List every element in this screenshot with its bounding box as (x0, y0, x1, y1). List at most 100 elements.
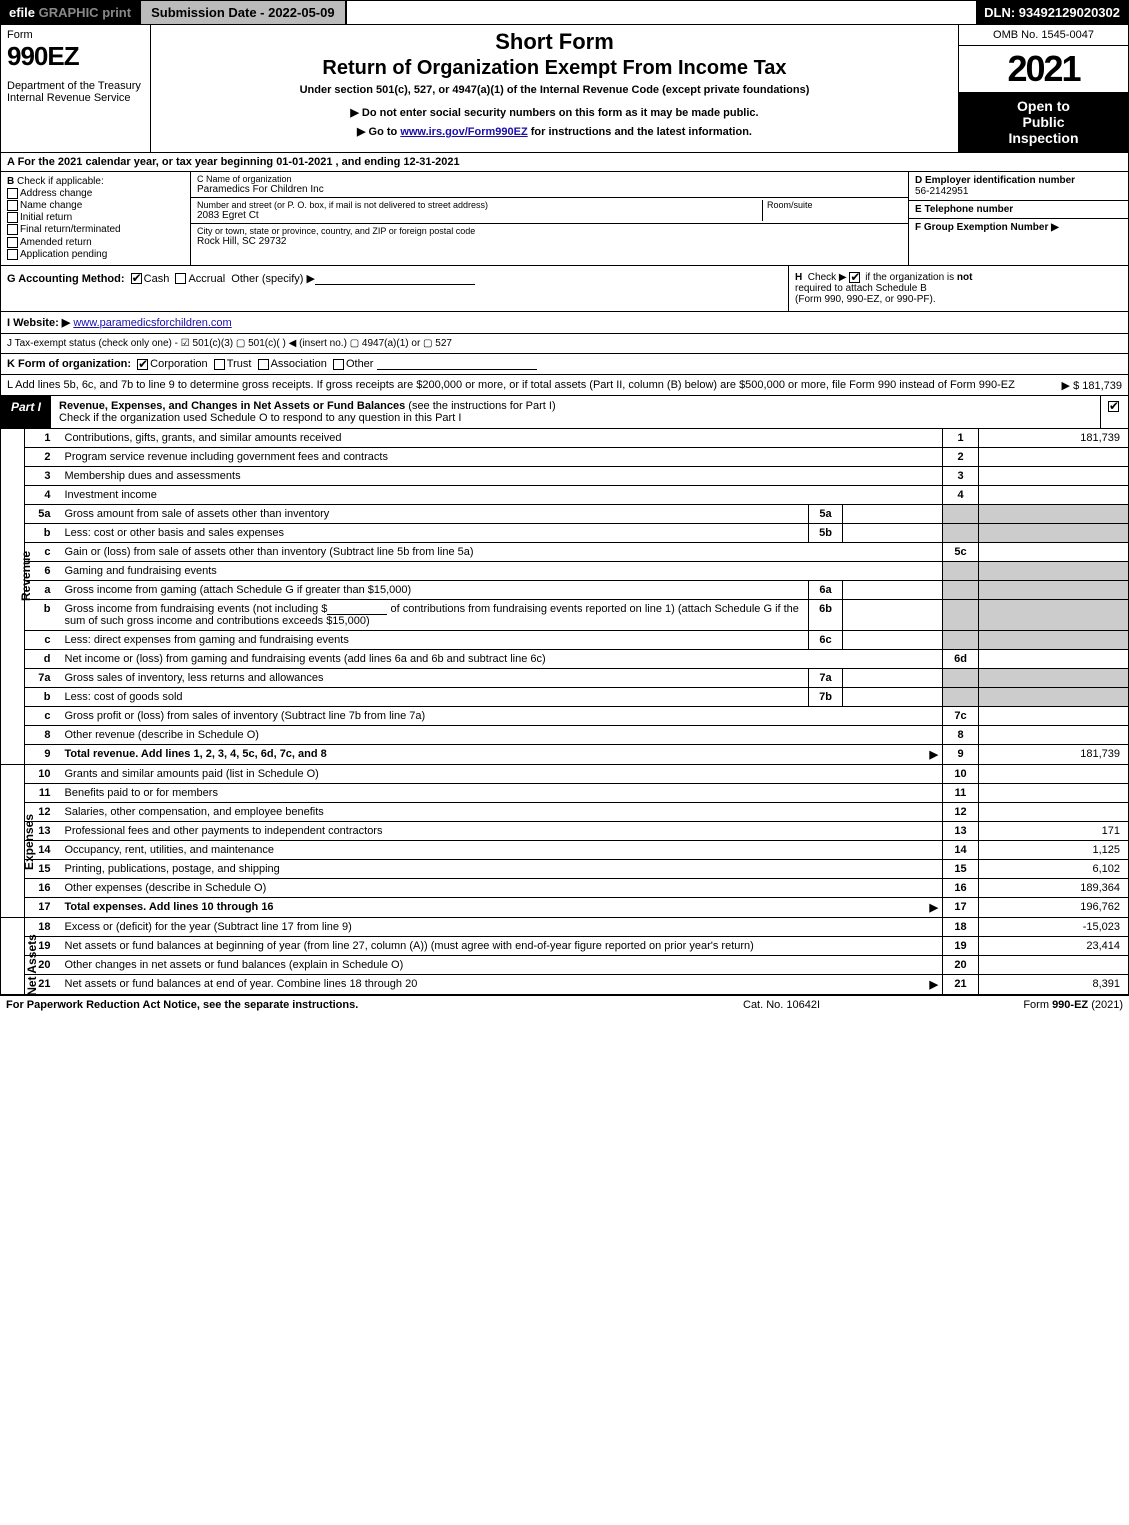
i-label: I Website: ▶ (7, 317, 70, 329)
revenue-section: Revenue 1Contributions, gifts, grants, a… (0, 429, 1129, 765)
other-specify-input[interactable] (315, 273, 475, 285)
dln: DLN: 93492129020302 (976, 1, 1128, 24)
row-a-tax-year: A For the 2021 calendar year, or tax yea… (0, 153, 1129, 172)
department: Department of the Treasury Internal Reve… (7, 80, 144, 104)
line-7b: bLess: cost of goods sold7b (25, 687, 1129, 706)
f-arrow: ▶ (1051, 222, 1059, 233)
chk-corp[interactable] (137, 359, 148, 370)
revenue-label: Revenue (0, 429, 24, 765)
h-not: not (957, 272, 973, 283)
expenses-table: 10Grants and similar amounts paid (list … (24, 765, 1129, 918)
c-label: C Name of organization (197, 174, 902, 184)
open-3: Inspection (1008, 130, 1078, 146)
col-c-org-info: C Name of organization Paramedics For Ch… (191, 172, 908, 265)
city-label: City or town, state or province, country… (197, 226, 902, 236)
website-row: I Website: ▶ www.paramedicsforchildren.c… (0, 312, 1129, 334)
topbar: efile GRAPHIC print Submission Date - 20… (0, 0, 1129, 25)
arrow-icon: ▶ (930, 901, 938, 914)
efile-text: efile (9, 5, 39, 20)
identity-block: B Check if applicable: Address change Na… (0, 172, 1129, 266)
net-assets-label: Net Assets (0, 918, 24, 995)
line-15: 15Printing, publications, postage, and s… (25, 859, 1129, 878)
header-center: Short Form Return of Organization Exempt… (151, 25, 958, 152)
phone-cell: E Telephone number (909, 201, 1128, 219)
line-1: 1Contributions, gifts, grants, and simil… (25, 429, 1129, 448)
chk-h[interactable] (849, 272, 860, 283)
l-text: L Add lines 5b, 6c, and 7b to line 9 to … (7, 379, 1015, 391)
open-to-public: Open to Public Inspection (959, 92, 1128, 152)
b-label: B (7, 176, 14, 187)
org-name: Paramedics For Children Inc (197, 184, 902, 195)
page-footer: For Paperwork Reduction Act Notice, see … (0, 995, 1129, 1014)
chk-cash[interactable] (131, 273, 142, 284)
chk-initial-return[interactable]: Initial return (7, 212, 184, 223)
line-19: 19Net assets or fund balances at beginni… (25, 936, 1129, 955)
part1-title: Revenue, Expenses, and Changes in Net As… (51, 396, 1100, 428)
form-number: 990EZ (7, 41, 144, 72)
line-9: 9Total revenue. Add lines 1, 2, 3, 4, 5c… (25, 744, 1129, 764)
open-1: Open to (1017, 98, 1070, 114)
chk-name-change[interactable]: Name change (7, 200, 184, 211)
d-label: D Employer identification number (915, 175, 1122, 186)
arrow-icon: ▶ (930, 748, 938, 761)
chk-other-org[interactable] (333, 359, 344, 370)
net-assets-table: 18Excess or (deficit) for the year (Subt… (24, 918, 1129, 995)
gh-row: G Accounting Method: Cash Accrual Other … (0, 266, 1129, 312)
open-2: Public (1022, 114, 1064, 130)
chk-trust[interactable] (214, 359, 225, 370)
efile-badge[interactable]: efile GRAPHIC print (1, 1, 139, 24)
h-text2: if the organization is (865, 272, 954, 283)
city-cell: City or town, state or province, country… (191, 224, 908, 249)
col-def: D Employer identification number 56-2142… (908, 172, 1128, 265)
e-label: E Telephone number (915, 204, 1122, 215)
tax-year: 2021 (959, 46, 1128, 92)
line-5b: bLess: cost or other basis and sales exp… (25, 523, 1129, 542)
group-exemption-cell: F Group Exemption Number ▶ (909, 219, 1128, 236)
form-of-org-row: K Form of organization: Corporation Trus… (0, 354, 1129, 375)
street-address: 2083 Egret Ct (197, 210, 762, 221)
g-label: G Accounting Method: (7, 273, 125, 285)
line-14: 14Occupancy, rent, utilities, and mainte… (25, 840, 1129, 859)
line-6b-amount-input[interactable] (327, 603, 387, 615)
chk-final-return[interactable]: Final return/terminated (7, 224, 184, 235)
net-assets-section: Net Assets 18Excess or (deficit) for the… (0, 918, 1129, 995)
ssn-note: ▶ Do not enter social security numbers o… (157, 106, 952, 119)
topbar-spacer (347, 1, 977, 24)
line-6c: cLess: direct expenses from gaming and f… (25, 630, 1129, 649)
arrow-icon: ▶ (930, 978, 938, 991)
line-4: 4Investment income4 (25, 485, 1129, 504)
line-13: 13Professional fees and other payments t… (25, 821, 1129, 840)
line-12: 12Salaries, other compensation, and empl… (25, 802, 1129, 821)
line-6d: dNet income or (loss) from gaming and fu… (25, 649, 1129, 668)
chk-assoc[interactable] (258, 359, 269, 370)
accounting-method: G Accounting Method: Cash Accrual Other … (1, 266, 788, 311)
part1-schedule-o-check[interactable] (1100, 396, 1128, 428)
short-form: Short Form (157, 29, 952, 55)
line-7c: cGross profit or (loss) from sales of in… (25, 706, 1129, 725)
website-link[interactable]: www.paramedicsforchildren.com (73, 317, 231, 329)
form-label: Form (7, 29, 144, 41)
link-post: for instructions and the latest informat… (528, 126, 752, 138)
chk-address-change[interactable]: Address change (7, 188, 184, 199)
irs-link[interactable]: www.irs.gov/Form990EZ (400, 126, 527, 138)
efile-print[interactable]: print (102, 5, 131, 20)
form-title: Return of Organization Exempt From Incom… (157, 57, 952, 80)
org-name-cell: C Name of organization Paramedics For Ch… (191, 172, 908, 198)
line-5a: 5aGross amount from sale of assets other… (25, 504, 1129, 523)
line-10: 10Grants and similar amounts paid (list … (25, 765, 1129, 784)
line-21: 21Net assets or fund balances at end of … (25, 974, 1129, 994)
catalog-number: Cat. No. 10642I (743, 999, 943, 1011)
j-text: J Tax-exempt status (check only one) - ☑… (7, 338, 452, 349)
revenue-table: 1Contributions, gifts, grants, and simil… (24, 429, 1129, 765)
chk-application-pending[interactable]: Application pending (7, 249, 184, 260)
other-org-input[interactable] (377, 358, 537, 370)
expenses-label: Expenses (0, 765, 24, 918)
k-label: K Form of organization: (7, 358, 131, 370)
chk-accrual[interactable] (175, 273, 186, 284)
street-label: Number and street (or P. O. box, if mail… (197, 200, 762, 210)
link-pre: ▶ Go to (357, 126, 400, 138)
part1-header: Part I Revenue, Expenses, and Changes in… (0, 396, 1129, 429)
chk-amended-return[interactable]: Amended return (7, 237, 184, 248)
line-6: 6Gaming and fundraising events (25, 561, 1129, 580)
ein: 56-2142951 (915, 186, 1122, 197)
